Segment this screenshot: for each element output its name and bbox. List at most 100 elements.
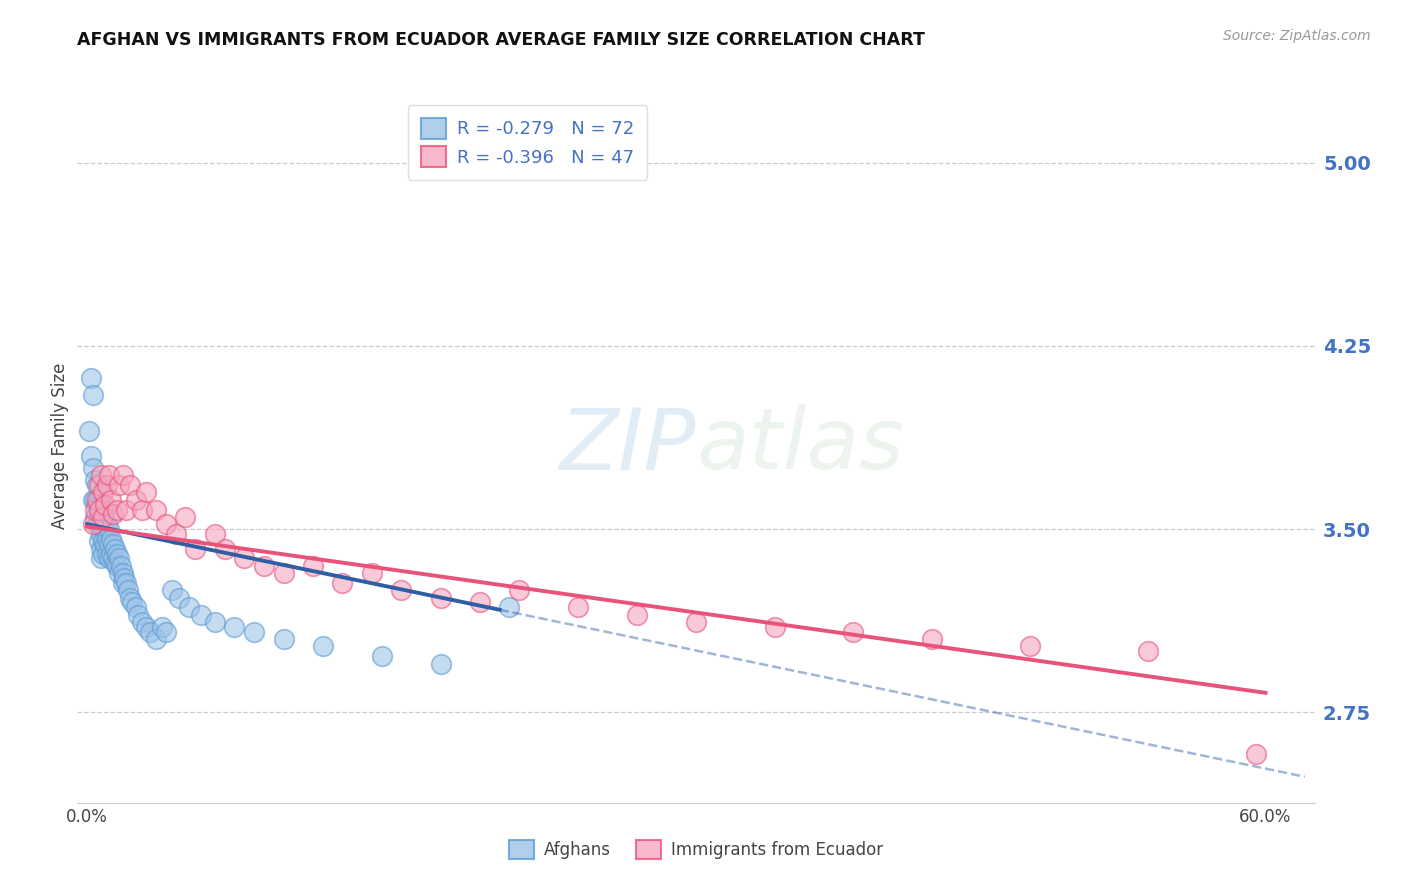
Point bbox=[145, 632, 167, 646]
Point bbox=[763, 620, 786, 634]
Point bbox=[155, 517, 177, 532]
Point bbox=[121, 595, 143, 609]
Point bbox=[101, 508, 124, 522]
Y-axis label: Average Family Size: Average Family Size bbox=[51, 363, 69, 529]
Point bbox=[84, 502, 107, 516]
Point bbox=[86, 478, 108, 492]
Point bbox=[100, 492, 122, 507]
Point bbox=[86, 498, 108, 512]
Point bbox=[87, 502, 110, 516]
Point bbox=[100, 547, 122, 561]
Point bbox=[104, 557, 127, 571]
Point bbox=[842, 624, 865, 639]
Point bbox=[90, 498, 112, 512]
Point bbox=[921, 632, 943, 646]
Point bbox=[371, 649, 394, 664]
Point bbox=[82, 517, 104, 532]
Point bbox=[117, 583, 139, 598]
Point bbox=[90, 551, 112, 566]
Point bbox=[90, 509, 112, 524]
Text: Source: ZipAtlas.com: Source: ZipAtlas.com bbox=[1223, 29, 1371, 43]
Point bbox=[82, 492, 104, 507]
Point bbox=[94, 522, 117, 536]
Point bbox=[107, 551, 129, 566]
Point bbox=[508, 583, 530, 598]
Point bbox=[105, 502, 128, 516]
Point bbox=[468, 595, 491, 609]
Point bbox=[139, 624, 162, 639]
Point bbox=[114, 571, 136, 585]
Point bbox=[145, 502, 167, 516]
Point bbox=[626, 607, 648, 622]
Point bbox=[190, 607, 212, 622]
Point bbox=[101, 551, 124, 566]
Point bbox=[90, 527, 112, 541]
Point bbox=[115, 502, 138, 516]
Point bbox=[80, 370, 103, 384]
Point bbox=[120, 591, 142, 605]
Point bbox=[86, 492, 108, 507]
Point bbox=[96, 532, 118, 546]
Point bbox=[91, 485, 114, 500]
Point bbox=[165, 527, 187, 541]
Point bbox=[389, 583, 412, 598]
Point bbox=[82, 461, 104, 475]
Point bbox=[84, 473, 107, 487]
Point bbox=[115, 575, 138, 590]
Point bbox=[135, 485, 157, 500]
Point bbox=[224, 620, 246, 634]
Point bbox=[80, 449, 103, 463]
Point bbox=[567, 600, 589, 615]
Point bbox=[87, 534, 110, 549]
Point bbox=[91, 509, 114, 524]
Point bbox=[87, 517, 110, 532]
Point bbox=[107, 478, 129, 492]
Point bbox=[87, 502, 110, 516]
Point bbox=[429, 657, 451, 671]
Point bbox=[86, 517, 108, 532]
Text: atlas: atlas bbox=[696, 404, 904, 488]
Point bbox=[1136, 644, 1159, 658]
Point bbox=[179, 600, 201, 615]
Legend: Afghans, Immigrants from Ecuador: Afghans, Immigrants from Ecuador bbox=[502, 833, 890, 866]
Point bbox=[84, 492, 107, 507]
Point bbox=[91, 509, 114, 524]
Point bbox=[429, 591, 451, 605]
Point bbox=[361, 566, 384, 580]
Point bbox=[253, 558, 276, 573]
Point bbox=[169, 591, 191, 605]
Point bbox=[204, 615, 226, 629]
Point bbox=[101, 537, 124, 551]
Point bbox=[77, 425, 100, 439]
Point bbox=[125, 492, 148, 507]
Text: AFGHAN VS IMMIGRANTS FROM ECUADOR AVERAGE FAMILY SIZE CORRELATION CHART: AFGHAN VS IMMIGRANTS FROM ECUADOR AVERAG… bbox=[77, 31, 925, 49]
Point bbox=[91, 522, 114, 536]
Point bbox=[120, 478, 142, 492]
Point bbox=[1244, 747, 1267, 761]
Point bbox=[91, 547, 114, 561]
Point bbox=[150, 620, 173, 634]
Point bbox=[91, 534, 114, 549]
Point bbox=[273, 632, 295, 646]
Point bbox=[125, 600, 148, 615]
Point bbox=[107, 566, 129, 580]
Point bbox=[97, 522, 120, 536]
Point bbox=[104, 541, 127, 556]
Point bbox=[97, 551, 120, 566]
Point bbox=[82, 387, 104, 401]
Point bbox=[94, 502, 117, 516]
Point bbox=[111, 575, 134, 590]
Point bbox=[84, 509, 107, 524]
Point bbox=[94, 498, 117, 512]
Point bbox=[312, 640, 335, 654]
Point bbox=[111, 566, 134, 580]
Point bbox=[1018, 640, 1040, 654]
Point bbox=[135, 620, 157, 634]
Point bbox=[174, 509, 197, 524]
Point bbox=[498, 600, 520, 615]
Point bbox=[105, 558, 128, 573]
Point bbox=[273, 566, 295, 580]
Point bbox=[685, 615, 707, 629]
Point bbox=[110, 558, 132, 573]
Point bbox=[131, 502, 153, 516]
